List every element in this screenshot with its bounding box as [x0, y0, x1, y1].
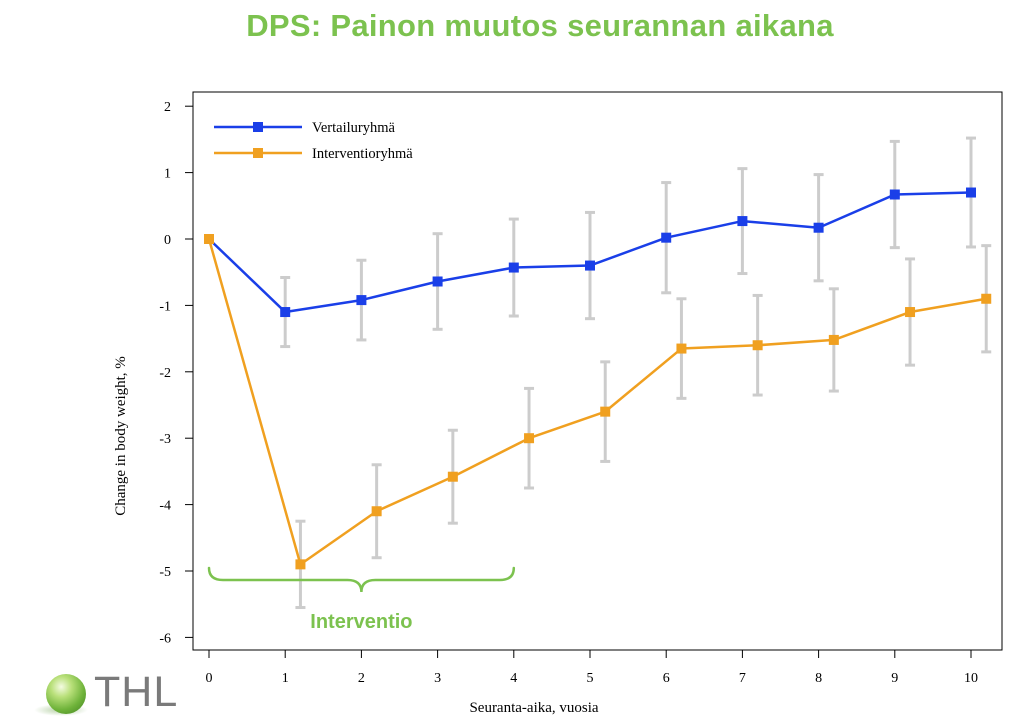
comparison-data-point	[889, 189, 900, 200]
x-tick-label: 0	[206, 671, 213, 686]
x-tick-label: 2	[358, 671, 365, 686]
intervention-series-line	[207, 238, 987, 566]
intervention-legend-marker	[253, 148, 263, 158]
y-axis-title: Change in body weight, %	[113, 356, 129, 516]
intervention-data-point	[981, 293, 992, 304]
intervention-data-point	[447, 471, 458, 482]
y-tick-label: 0	[164, 233, 171, 248]
intervention-data-point	[371, 506, 382, 517]
y-tick-label: -6	[159, 631, 171, 646]
y-tick-label: 2	[164, 100, 171, 115]
slide-title: DPS: Painon muutos seurannan aikana	[246, 8, 834, 43]
x-tick-label: 3	[434, 671, 441, 686]
y-tick-label: -5	[159, 565, 171, 580]
intervention-data-point	[295, 559, 306, 570]
comparison-legend-marker	[253, 122, 263, 132]
intervention-brace	[207, 566, 516, 593]
x-tick-label: 1	[282, 671, 289, 686]
intervention-data-point	[676, 343, 687, 354]
logo-orb-icon	[46, 674, 86, 714]
x-tick-label: 9	[891, 671, 898, 686]
y-tick-label: -4	[159, 499, 171, 514]
comparison-data-point	[813, 222, 824, 233]
comparison-legend-label: Vertailuryhmä	[312, 120, 396, 136]
comparison-data-point	[508, 262, 519, 273]
y-tick-label: -2	[159, 366, 171, 381]
x-tick-label: 4	[510, 671, 517, 686]
y-tick-label: 1	[164, 167, 171, 182]
thl-logo: THL	[32, 668, 192, 718]
intervention-data-point	[204, 234, 214, 244]
comparison-data-point	[280, 307, 291, 318]
plot-frame	[192, 91, 1003, 651]
intervention-data-point	[752, 340, 763, 351]
x-tick-label: 10	[964, 671, 978, 686]
legend: Vertailuryhmä Interventioryhmä	[214, 120, 413, 162]
intervention-label: Interventio	[310, 611, 412, 633]
comparison-data-point	[432, 276, 443, 287]
comparison-data-point	[661, 232, 672, 243]
y-tick-label: -3	[159, 432, 171, 447]
intervention-data-point	[828, 334, 839, 345]
intervention-data-point	[600, 406, 611, 417]
comparison-data-point	[966, 187, 976, 198]
x-tick-label: 6	[663, 671, 670, 686]
intervention-data-point	[524, 433, 535, 444]
x-tick-label: 8	[815, 671, 822, 686]
x-tick-label: 5	[587, 671, 594, 686]
intervention-data-point	[905, 307, 916, 318]
x-tick-label: 7	[739, 671, 746, 686]
intervention-annotation: Interventio	[207, 566, 516, 633]
comparison-data-point	[585, 260, 595, 271]
comparison-data-point	[356, 295, 367, 306]
y-tick-label: -1	[159, 299, 171, 314]
x-axis-title: Seuranta-aika, vuosia	[469, 700, 598, 716]
intervention-legend-label: Interventioryhmä	[312, 146, 413, 162]
comparison-data-point	[737, 216, 748, 227]
